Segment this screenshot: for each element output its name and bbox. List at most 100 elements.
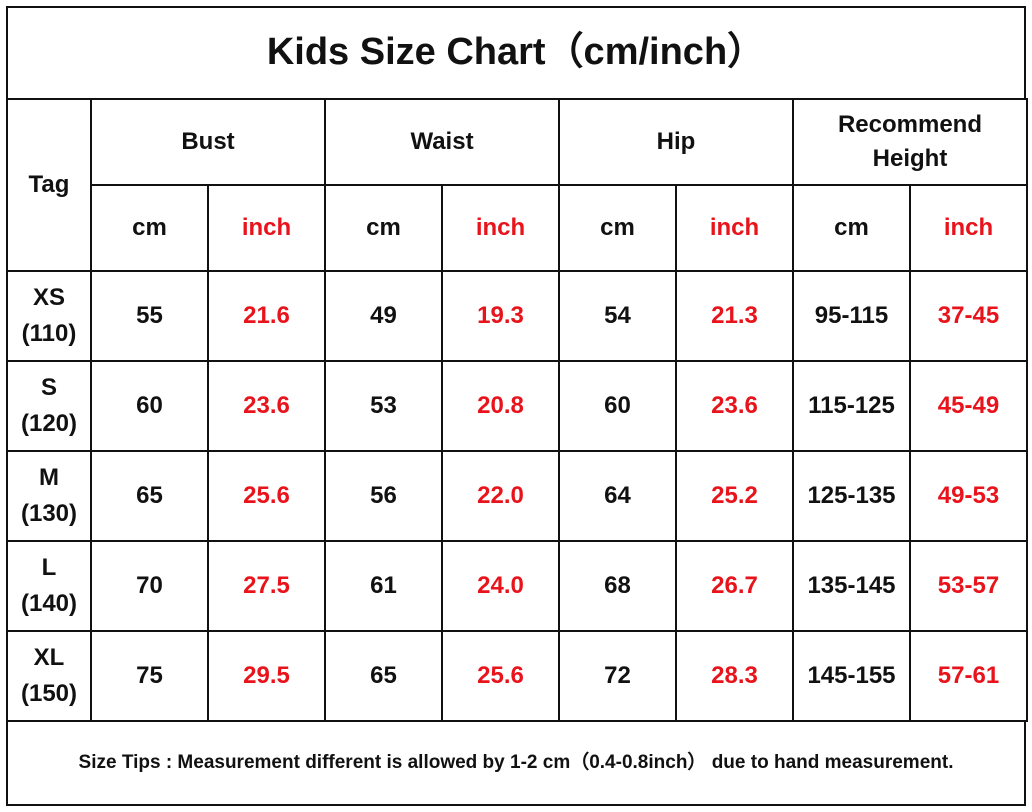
unit-header: inch bbox=[441, 184, 560, 272]
size-tips: Size Tips : Measurement different is all… bbox=[6, 720, 1026, 806]
value-cell: 54 bbox=[558, 270, 677, 362]
value-cell: 27.5 bbox=[207, 540, 326, 632]
size-tag-text: S bbox=[40, 374, 57, 401]
value-cell: 68 bbox=[558, 540, 677, 632]
value-cell: 60 bbox=[90, 360, 209, 452]
value-cell: 23.6 bbox=[207, 360, 326, 452]
value-cell-text: 75 bbox=[136, 662, 163, 690]
unit-header: cm bbox=[558, 184, 677, 272]
title: Kids Size Chart（cm/inch） bbox=[6, 6, 1026, 100]
value-cell: 145-155 bbox=[792, 630, 911, 722]
unit-header-text: inch bbox=[475, 214, 526, 242]
value-cell: 53 bbox=[324, 360, 443, 452]
size-tag: S (120) bbox=[6, 360, 92, 452]
value-cell: 28.3 bbox=[675, 630, 794, 722]
group-header: Bust bbox=[90, 98, 326, 186]
value-cell: 21.6 bbox=[207, 270, 326, 362]
size-tag: L (140) bbox=[6, 540, 92, 632]
value-cell-text: 26.7 bbox=[711, 572, 758, 600]
value-cell: 49-53 bbox=[909, 450, 1028, 542]
value-cell: 23.6 bbox=[675, 360, 794, 452]
group-header-text: Hip bbox=[656, 128, 696, 156]
size-tag: M (130) bbox=[6, 450, 92, 542]
value-cell-text: 61 bbox=[370, 572, 397, 600]
unit-header: cm bbox=[90, 184, 209, 272]
size-tips-text: Size Tips : Measurement different is all… bbox=[78, 751, 954, 773]
value-cell: 65 bbox=[324, 630, 443, 722]
value-cell-text: 60 bbox=[604, 392, 631, 420]
value-cell-text: 24.0 bbox=[477, 572, 524, 600]
value-cell: 60 bbox=[558, 360, 677, 452]
size-tag-text: (150) bbox=[20, 680, 78, 707]
size-tag-text: (110) bbox=[21, 320, 77, 347]
value-cell-text: 45-49 bbox=[937, 392, 1000, 420]
value-cell: 25.2 bbox=[675, 450, 794, 542]
value-cell: 65 bbox=[90, 450, 209, 542]
value-cell: 70 bbox=[90, 540, 209, 632]
value-cell: 115-125 bbox=[792, 360, 911, 452]
value-cell-text: 21.3 bbox=[711, 302, 758, 330]
unit-header: cm bbox=[792, 184, 911, 272]
unit-header-text: cm bbox=[600, 214, 635, 242]
value-cell-text: 49-53 bbox=[937, 482, 1000, 510]
value-cell: 75 bbox=[90, 630, 209, 722]
value-cell: 25.6 bbox=[207, 450, 326, 542]
value-cell-text: 53-57 bbox=[937, 572, 1000, 600]
value-cell-text: 19.3 bbox=[477, 302, 524, 330]
value-cell-text: 56 bbox=[370, 482, 397, 510]
size-tag-text: XS bbox=[32, 284, 65, 311]
value-cell-text: 23.6 bbox=[243, 392, 290, 420]
value-cell: 24.0 bbox=[441, 540, 560, 632]
unit-header: inch bbox=[909, 184, 1028, 272]
value-cell-text: 115-125 bbox=[808, 392, 895, 420]
value-cell: 125-135 bbox=[792, 450, 911, 542]
value-cell: 61 bbox=[324, 540, 443, 632]
value-cell-text: 70 bbox=[136, 572, 163, 600]
unit-header: inch bbox=[207, 184, 326, 272]
unit-header: cm bbox=[324, 184, 443, 272]
value-cell-text: 125-135 bbox=[807, 482, 896, 510]
value-cell-text: 49 bbox=[370, 302, 397, 330]
size-tag-text: (120) bbox=[20, 410, 78, 437]
value-cell-text: 23.6 bbox=[711, 392, 758, 420]
value-cell-text: 135-145 bbox=[807, 572, 896, 600]
value-cell-text: 27.5 bbox=[243, 572, 290, 600]
value-cell: 21.3 bbox=[675, 270, 794, 362]
value-cell: 56 bbox=[324, 450, 443, 542]
value-cell: 19.3 bbox=[441, 270, 560, 362]
value-cell: 26.7 bbox=[675, 540, 794, 632]
value-cell-text: 37-45 bbox=[937, 302, 1000, 330]
value-cell: 45-49 bbox=[909, 360, 1028, 452]
group-header-text: Waist bbox=[410, 128, 474, 156]
value-cell: 25.6 bbox=[441, 630, 560, 722]
value-cell-text: 22.0 bbox=[477, 482, 524, 510]
title-text: Kids Size Chart（cm/inch） bbox=[266, 31, 766, 74]
unit-header-text: inch bbox=[709, 214, 760, 242]
unit-header: inch bbox=[675, 184, 794, 272]
value-cell: 64 bbox=[558, 450, 677, 542]
value-cell: 20.8 bbox=[441, 360, 560, 452]
value-cell: 37-45 bbox=[909, 270, 1028, 362]
value-cell-text: 21.6 bbox=[243, 302, 290, 330]
size-tag-text: (130) bbox=[20, 500, 78, 527]
value-cell-text: 29.5 bbox=[243, 662, 290, 690]
value-cell: 135-145 bbox=[792, 540, 911, 632]
value-cell-text: 54 bbox=[604, 302, 631, 330]
value-cell-text: 28.3 bbox=[711, 662, 758, 690]
value-cell: 95-115 bbox=[792, 270, 911, 362]
value-cell-text: 64 bbox=[604, 482, 631, 510]
size-tag-text: M bbox=[39, 464, 59, 491]
value-cell-text: 145-155 bbox=[807, 662, 896, 690]
value-cell-text: 25.6 bbox=[243, 482, 290, 510]
group-header-text: Recommend Height bbox=[837, 111, 983, 172]
value-cell: 49 bbox=[324, 270, 443, 362]
value-cell: 53-57 bbox=[909, 540, 1028, 632]
value-cell: 29.5 bbox=[207, 630, 326, 722]
value-cell-text: 65 bbox=[370, 662, 397, 690]
group-header: Waist bbox=[324, 98, 560, 186]
tag-header-text: Tag bbox=[28, 171, 70, 199]
value-cell-text: 53 bbox=[370, 392, 397, 420]
value-cell-text: 25.2 bbox=[711, 482, 758, 510]
unit-header-text: inch bbox=[241, 214, 292, 242]
